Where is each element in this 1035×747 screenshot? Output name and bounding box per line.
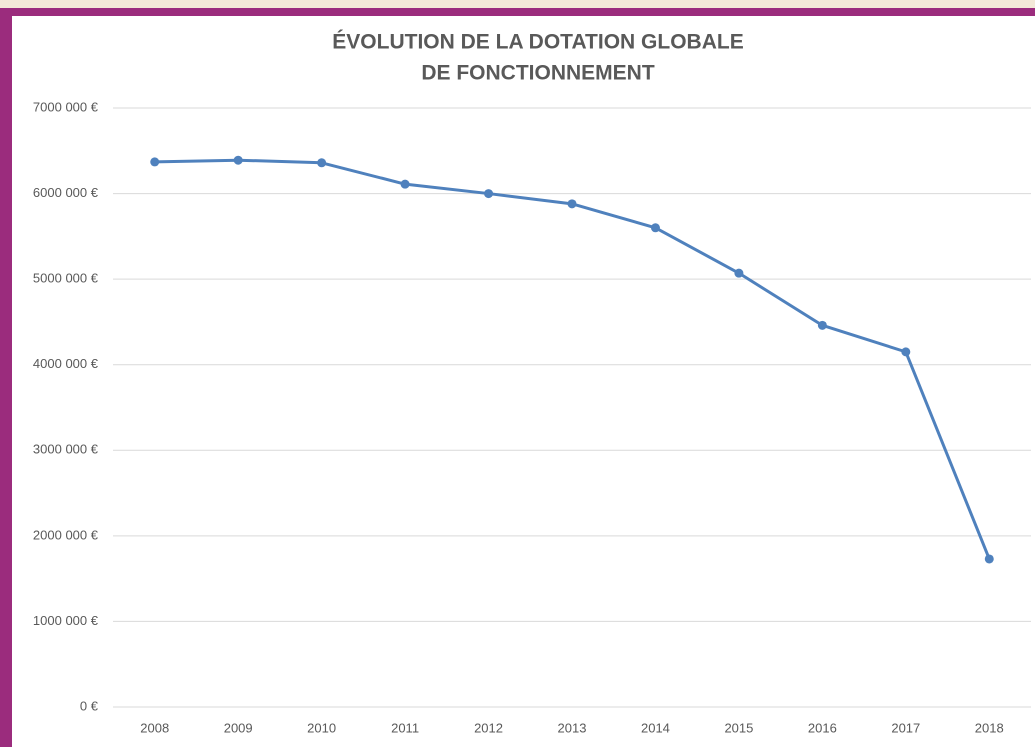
data-point [567, 199, 577, 209]
x-tick-label: 2018 [975, 720, 1004, 735]
data-point [400, 179, 410, 189]
chart-title: DE FONCTIONNEMENT [421, 62, 655, 85]
y-tick-label: 7000 000 € [33, 99, 99, 114]
x-tick-label: 2010 [307, 720, 336, 735]
x-tick-label: 2015 [724, 720, 753, 735]
y-tick-label: 0 € [80, 698, 99, 713]
x-tick-label: 2012 [474, 720, 503, 735]
y-tick-label: 3000 000 € [33, 442, 99, 457]
y-tick-label: 6000 000 € [33, 185, 99, 200]
data-point [484, 189, 494, 199]
x-tick-label: 2013 [558, 720, 587, 735]
x-tick-label: 2014 [641, 720, 670, 735]
data-point [150, 157, 160, 167]
y-tick-label: 4000 000 € [33, 356, 99, 371]
data-point [817, 320, 827, 330]
x-tick-label: 2011 [391, 720, 419, 735]
data-point [901, 347, 911, 357]
data-point [650, 223, 660, 233]
x-tick-label: 2017 [891, 720, 920, 735]
data-point [734, 268, 744, 278]
x-tick-label: 2016 [808, 720, 837, 735]
y-tick-label: 1000 000 € [33, 613, 99, 628]
x-tick-label: 2009 [224, 720, 253, 735]
plot-background [12, 16, 1035, 747]
y-tick-label: 2000 000 € [33, 527, 99, 542]
y-tick-label: 5000 000 € [33, 271, 99, 286]
x-tick-label: 2008 [140, 720, 169, 735]
data-point [317, 158, 327, 168]
chart-title: ÉVOLUTION DE LA DOTATION GLOBALE [332, 31, 743, 54]
data-point [984, 554, 994, 564]
data-point [233, 155, 243, 165]
